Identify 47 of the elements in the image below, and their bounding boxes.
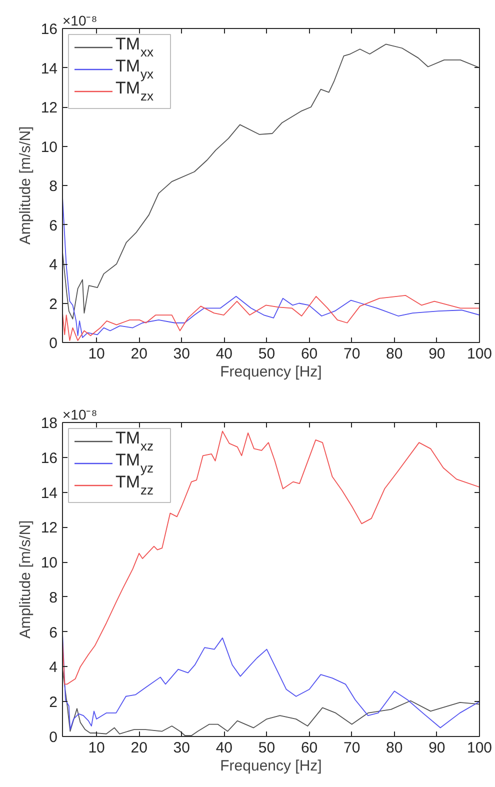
y-tick-label: 0 [49, 335, 58, 352]
x-tick-label: 90 [428, 740, 446, 756]
x-tick-label: 70 [344, 346, 360, 362]
x-tick-label: 70 [344, 740, 360, 756]
y-tick-label: 4 [49, 256, 58, 274]
y-tick-label: 2 [49, 694, 58, 712]
x-tick-label: 20 [130, 346, 148, 362]
x-tick-label: 50 [258, 346, 276, 362]
y-tick-label: 6 [49, 624, 58, 642]
y-tick-label: 2 [49, 296, 58, 313]
y-tick-label: 0 [49, 729, 58, 746]
y-tick-label: 10 [40, 554, 58, 572]
x-tick-label: 30 [173, 740, 190, 756]
y-tick-label: 16 [40, 21, 58, 38]
y-tick-label: 14 [40, 484, 58, 502]
x-tick-label: 100 [466, 346, 492, 362]
y-tick-label: 6 [49, 217, 58, 234]
x-tick-label: 90 [428, 346, 446, 362]
x-axis-title: Frequency [Hz] [220, 364, 322, 380]
y-tick-label: 12 [40, 520, 58, 537]
y-tick-label: 14 [40, 60, 58, 78]
x-axis-title: Frequency [Hz] [220, 758, 322, 774]
y-tick-label: 10 [40, 138, 58, 156]
x-tick-label: 10 [88, 740, 105, 756]
x-tick-label: 60 [300, 740, 318, 756]
y-tick-label: 16 [40, 450, 58, 467]
text: ×10⁻⁸ [62, 406, 98, 422]
x-tick-label: 40 [216, 740, 233, 756]
y-axis-title: Amplitude [m/s/N] [16, 520, 34, 639]
x-tick-label: 100 [466, 740, 492, 756]
x-tick-label: 60 [300, 346, 318, 362]
x-tick-label: 80 [386, 740, 403, 756]
line-series [62, 294, 480, 341]
x-tick-label: 30 [173, 346, 190, 362]
x-tick-label: 40 [216, 346, 233, 362]
y-tick-label: 8 [49, 589, 58, 606]
x-tick-label: 10 [88, 346, 105, 362]
x-tick-label: 50 [258, 740, 276, 756]
y-tick-label: 4 [49, 659, 58, 676]
text: ×10⁻⁸ [62, 12, 98, 28]
line-series [62, 430, 480, 685]
y-axis-title: Amplitude [m/s/N] [16, 126, 34, 245]
y-tick-label: 18 [40, 415, 58, 432]
y-tick-label: 12 [40, 100, 58, 116]
y-tick-label: 8 [49, 178, 58, 195]
x-tick-label: 20 [130, 740, 148, 756]
x-tick-label: 80 [386, 346, 403, 362]
